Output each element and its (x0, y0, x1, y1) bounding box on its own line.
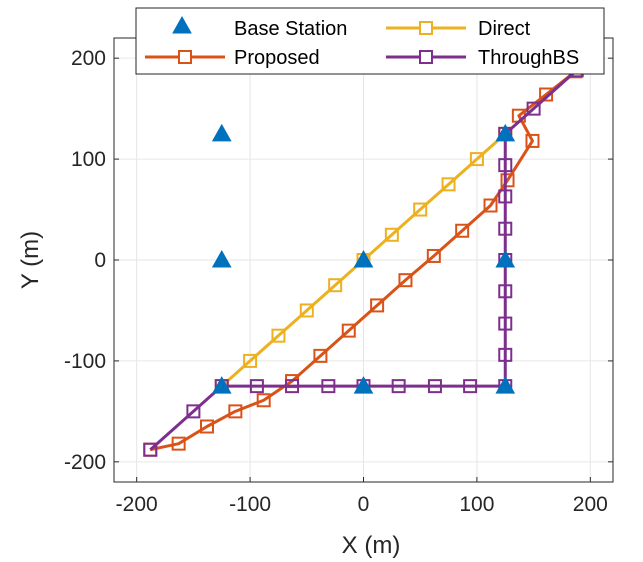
legend: Base Station Direct Proposed ThroughBS (135, 7, 605, 75)
y-axis-label: Y (m) (17, 231, 44, 289)
data-point-proposed (256, 393, 271, 408)
x-axis-label: X (m) (342, 532, 401, 559)
base-station-marker (211, 249, 232, 268)
data-point-proposed (455, 223, 470, 238)
y-tick-label: 200 (71, 47, 106, 70)
data-point-proposed (398, 273, 413, 288)
base-station-layer (211, 123, 516, 394)
data-point-throughbs (498, 189, 513, 204)
data-point-direct (243, 353, 258, 368)
data-point-throughbs (498, 284, 513, 299)
base-station-marker (211, 376, 232, 394)
data-point-proposed (199, 419, 214, 434)
x-tick-label: -200 (116, 493, 158, 516)
data-point-throughbs (526, 101, 541, 116)
legend-box (135, 7, 605, 75)
data-point-proposed (483, 198, 498, 213)
data-point-throughbs (249, 379, 264, 394)
data-point-direct (441, 177, 456, 192)
data-point-throughbs (498, 347, 513, 362)
data-point-direct (271, 328, 286, 343)
data-point-throughbs (391, 379, 406, 394)
data-point-proposed (426, 248, 441, 263)
data-point-throughbs (186, 404, 201, 419)
base-station-marker (211, 123, 232, 142)
legend-proposed-label: Proposed (234, 47, 320, 69)
legend-throughbs-label: ThroughBS (478, 47, 579, 69)
data-point-throughbs (143, 442, 158, 457)
data-point-direct (469, 152, 484, 167)
ticks: -200 -100 0 100 200 -200 -100 0 100 200 (64, 38, 613, 516)
x-tick-label: 100 (459, 493, 494, 516)
legend-direct-label: Direct (478, 18, 531, 40)
legend-direct-marker (419, 21, 433, 35)
data-point-throughbs (498, 316, 513, 331)
legend-throughbs-marker (419, 50, 433, 64)
x-tick-label: 200 (573, 493, 608, 516)
data-point-proposed (171, 436, 186, 451)
y-tick-label: -200 (64, 451, 106, 474)
legend-base-station-marker (172, 15, 192, 34)
data-point-throughbs (285, 379, 300, 394)
data-point-direct (413, 202, 428, 217)
data-point-throughbs (463, 379, 478, 394)
y-tick-label: -100 (64, 350, 106, 373)
data-point-direct (299, 303, 314, 318)
base-station-marker (353, 249, 374, 268)
data-point-proposed (500, 173, 515, 188)
data-point-direct (328, 278, 343, 293)
y-tick-label: 0 (94, 249, 106, 272)
data-point-throughbs (498, 221, 513, 236)
data-point-throughbs (321, 379, 336, 394)
legend-base-station-label: Base Station (234, 18, 347, 40)
x-tick-label: -100 (229, 493, 271, 516)
data-point-proposed (341, 323, 356, 338)
data-point-proposed (313, 348, 328, 363)
data-point-proposed (370, 298, 385, 313)
y-tick-label: 100 (71, 148, 106, 171)
data-point-proposed (228, 404, 243, 419)
base-station-marker (495, 123, 516, 142)
data-point-direct (384, 227, 399, 242)
x-tick-label: 0 (358, 493, 370, 516)
data-point-proposed (539, 87, 554, 102)
data-point-throughbs (498, 158, 513, 173)
base-station-marker (353, 376, 374, 394)
data-point-throughbs (427, 379, 442, 394)
data-point-proposed (525, 133, 540, 148)
legend-proposed-marker (178, 50, 192, 64)
base-station-marker (495, 376, 516, 394)
base-station-marker (495, 249, 516, 268)
series-line-proposed (149, 70, 577, 452)
